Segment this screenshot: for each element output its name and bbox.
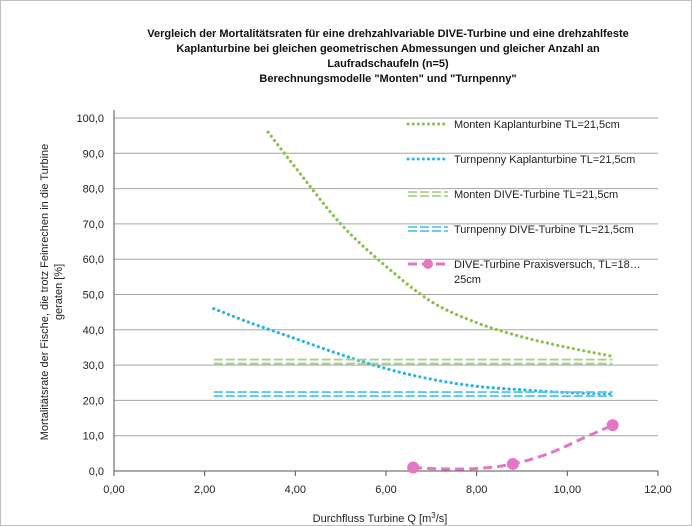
series-lines [212,130,619,474]
legend-label: DIVE-Turbine Praxisversuch, TL=18… [454,259,641,271]
chart-title: Vergleich der Mortalitätsraten für eine … [147,28,628,85]
series-3 [213,358,613,365]
title-line-3: Laufradschaufeln (n=5) [327,58,449,70]
x-tick-label: 8,00 [466,484,487,496]
series-4 [213,391,613,397]
y-tick-labels: 0,0 10,0 20,0 30,0 40,0 50,0 60,0 70,0 80,0 90,0 1… [76,113,104,478]
legend-item: Turnpenny Kaplanturbine TL=21,5cm [406,154,635,166]
y-axis-title-line-1: Mortalitätsrate der Fische, die trotz Fe… [39,144,51,441]
legend-marker [423,259,433,269]
legend: Monten Kaplanturbine TL=21,5cm Turnpenny … [406,119,641,286]
series-1 [266,130,615,358]
y-tick-label: 90,0 [83,148,104,160]
y-tick-label: 70,0 [83,219,104,231]
legend-item: Monten Kaplanturbine TL=21,5cm [406,119,620,131]
y-tick-label: 40,0 [83,325,104,337]
series-line [266,130,615,358]
y-axis-title-line-2: geraten [%] [53,264,65,320]
y-tick-label: 10,0 [83,431,104,443]
y-tick-label: 60,0 [83,254,104,266]
legend-label-line-2: 25cm [454,274,481,286]
y-axis-title: Mortalitätsrate der Fische, die trotz Fe… [39,144,65,441]
y-tick-label: 0,0 [89,466,104,478]
axes [113,110,659,476]
x-tick-label: 10,00 [554,484,582,496]
x-tick-labels: 0,00 2,00 4,00 6,00 8,00 10,00 12,00 [103,484,671,496]
legend-label: Turnpenny Kaplanturbine TL=21,5cm [454,154,635,166]
data-point [407,461,420,474]
x-axis-title: Durchfluss Turbine Q [m3/s] [313,511,448,526]
legend-label: Monten DIVE-Turbine TL=21,5cm [454,189,618,201]
title-line-2: Kaplanturbine bei gleichen geometrischen… [176,43,600,55]
x-tick-label: 6,00 [375,484,396,496]
series-5 [407,419,619,474]
x-tick-label: 2,00 [194,484,215,496]
title-line-1: Vergleich der Mortalitätsraten für eine … [147,28,628,40]
x-tick-label: 4,00 [285,484,306,496]
data-point [606,419,619,432]
gridlines [114,117,658,437]
legend-item: DIVE-Turbine Praxisversuch, TL=18… 25cm [408,259,641,286]
legend-label: Monten Kaplanturbine TL=21,5cm [454,119,620,131]
title-line-4: Berechnungsmodelle "Monten" und "Turnpen… [259,73,516,85]
y-tick-label: 100,0 [76,113,104,125]
y-tick-label: 80,0 [83,184,104,196]
y-tick-label: 30,0 [83,360,104,372]
legend-item: Turnpenny DIVE-Turbine TL=21,5cm [408,224,634,236]
data-point [506,457,519,470]
legend-label: Turnpenny DIVE-Turbine TL=21,5cm [454,224,634,236]
x-tick-label: 0,00 [103,484,124,496]
x-tick-label: 12,00 [644,484,672,496]
y-tick-label: 50,0 [83,290,104,302]
legend-item: Monten DIVE-Turbine TL=21,5cm [408,189,618,201]
y-tick-label: 20,0 [83,395,104,407]
